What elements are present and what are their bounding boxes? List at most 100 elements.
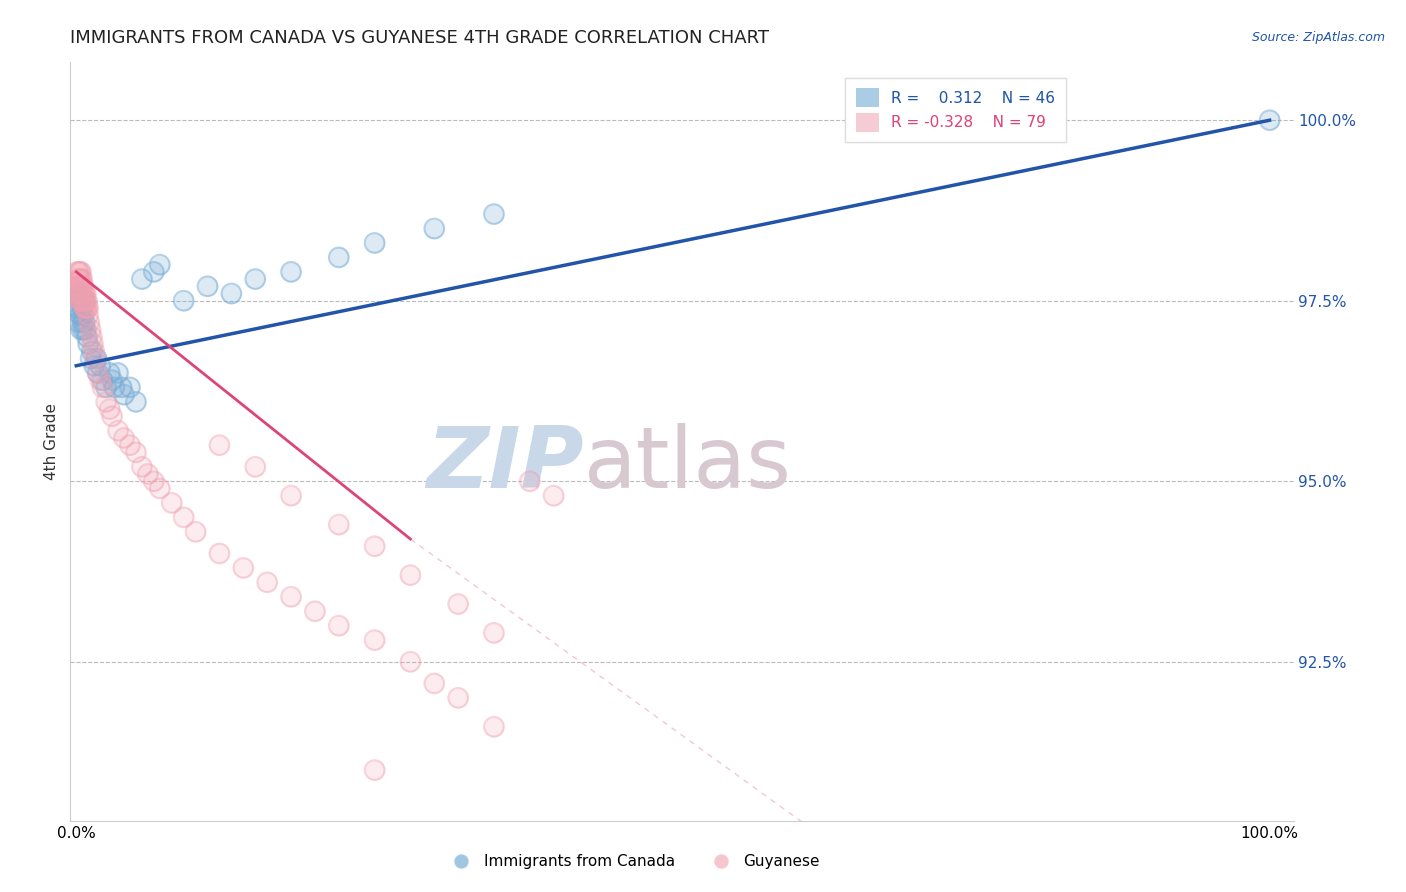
Point: [131, 272, 153, 286]
Point: [184, 524, 207, 539]
Point: [280, 590, 302, 604]
Point: [447, 690, 470, 705]
Point: [91, 380, 114, 394]
Point: [76, 301, 98, 315]
Point: [101, 409, 124, 424]
Point: [82, 337, 104, 351]
Point: [91, 380, 114, 394]
Point: [208, 546, 231, 560]
Point: [125, 394, 148, 409]
Point: [245, 459, 267, 474]
Point: [77, 308, 100, 322]
Point: [75, 323, 97, 337]
Point: [69, 308, 91, 322]
Point: [245, 459, 267, 474]
Text: IMMIGRANTS FROM CANADA VS GUYANESE 4TH GRADE CORRELATION CHART: IMMIGRANTS FROM CANADA VS GUYANESE 4TH G…: [70, 29, 769, 47]
Point: [160, 496, 183, 510]
Legend: Immigrants from Canada, Guyanese: Immigrants from Canada, Guyanese: [439, 848, 827, 875]
Point: [91, 373, 114, 387]
Point: [94, 380, 117, 394]
Point: [77, 301, 100, 315]
Point: [232, 561, 254, 575]
Point: [79, 315, 101, 329]
Point: [67, 265, 90, 279]
Point: [75, 323, 97, 337]
Point: [101, 373, 124, 387]
Point: [76, 330, 98, 344]
Point: [66, 286, 89, 301]
Point: [70, 286, 93, 301]
Point: [67, 286, 90, 301]
Point: [208, 438, 231, 452]
Point: [482, 720, 505, 734]
Point: [101, 373, 124, 387]
Point: [69, 286, 91, 301]
Point: [70, 293, 93, 308]
Point: [69, 279, 91, 293]
Point: [70, 301, 93, 315]
Point: [197, 279, 219, 293]
Point: [67, 293, 90, 308]
Point: [69, 286, 91, 301]
Point: [73, 301, 96, 315]
Point: [67, 293, 90, 308]
Point: [70, 315, 93, 329]
Point: [98, 402, 121, 417]
Point: [221, 286, 243, 301]
Point: [72, 279, 94, 293]
Point: [73, 293, 96, 308]
Point: [67, 286, 90, 301]
Point: [73, 293, 96, 308]
Point: [70, 279, 93, 293]
Point: [94, 394, 117, 409]
Point: [83, 344, 105, 359]
Point: [107, 424, 129, 438]
Point: [83, 359, 105, 373]
Point: [75, 301, 97, 315]
Point: [69, 308, 91, 322]
Point: [304, 604, 326, 618]
Point: [423, 676, 446, 690]
Point: [399, 568, 422, 582]
Point: [70, 293, 93, 308]
Point: [423, 676, 446, 690]
Point: [66, 279, 89, 293]
Point: [118, 380, 141, 394]
Point: [70, 308, 93, 322]
Point: [107, 366, 129, 380]
Point: [86, 351, 108, 366]
Point: [256, 575, 278, 590]
Point: [98, 402, 121, 417]
Point: [70, 308, 93, 322]
Point: [80, 330, 103, 344]
Point: [66, 265, 89, 279]
Point: [70, 286, 93, 301]
Legend: R =    0.312    N = 46, R = -0.328    N = 79: R = 0.312 N = 46, R = -0.328 N = 79: [845, 78, 1066, 143]
Point: [72, 293, 94, 308]
Point: [87, 366, 110, 380]
Point: [280, 590, 302, 604]
Point: [101, 409, 124, 424]
Point: [67, 272, 90, 286]
Point: [84, 351, 107, 366]
Point: [70, 272, 93, 286]
Point: [76, 293, 98, 308]
Point: [280, 265, 302, 279]
Point: [107, 424, 129, 438]
Point: [482, 207, 505, 221]
Point: [87, 366, 110, 380]
Point: [66, 286, 89, 301]
Point: [208, 546, 231, 560]
Point: [70, 293, 93, 308]
Point: [70, 272, 93, 286]
Point: [73, 293, 96, 308]
Point: [363, 633, 385, 648]
Point: [482, 720, 505, 734]
Point: [482, 626, 505, 640]
Point: [543, 489, 565, 503]
Point: [66, 301, 89, 315]
Point: [423, 221, 446, 235]
Point: [75, 301, 97, 315]
Point: [136, 467, 159, 481]
Point: [70, 272, 93, 286]
